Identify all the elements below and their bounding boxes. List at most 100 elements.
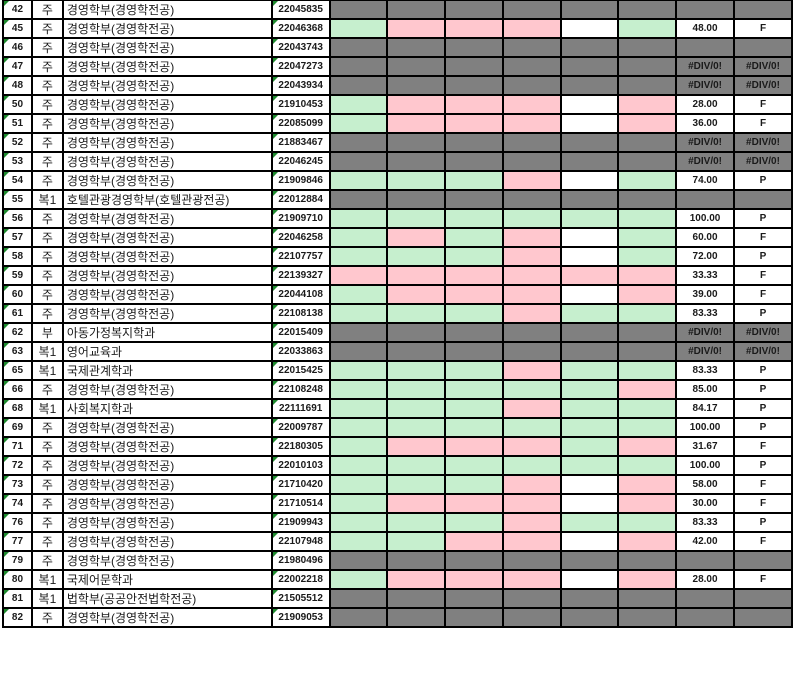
row-number-cell[interactable]: 69 xyxy=(2,417,33,438)
score-cell[interactable]: 42.00 xyxy=(675,531,735,552)
status-cell-4[interactable] xyxy=(501,607,562,628)
score-cell[interactable]: #DIV/0! xyxy=(675,56,735,77)
status-cell-2[interactable] xyxy=(386,284,447,305)
major-type-cell[interactable]: 주 xyxy=(30,113,64,134)
status-cell-3[interactable] xyxy=(444,170,504,191)
status-cell-5[interactable] xyxy=(559,170,620,191)
status-cell-4[interactable] xyxy=(501,474,562,495)
student-id-cell[interactable]: 21710420 xyxy=(270,474,331,495)
row-number-cell[interactable]: 65 xyxy=(2,360,33,381)
student-id-cell[interactable]: 22108138 xyxy=(270,303,331,324)
status-cell-2[interactable] xyxy=(386,227,447,248)
status-cell-1[interactable] xyxy=(328,75,389,96)
status-cell-6[interactable] xyxy=(617,569,678,590)
department-cell[interactable]: 경영학부(경영학전공) xyxy=(61,284,273,305)
status-cell-1[interactable] xyxy=(328,436,389,457)
row-number-cell[interactable]: 73 xyxy=(2,474,33,495)
status-cell-3[interactable] xyxy=(444,0,504,20)
status-cell-5[interactable] xyxy=(559,189,620,210)
grade-cell[interactable]: F xyxy=(733,474,793,495)
major-type-cell[interactable]: 주 xyxy=(30,246,64,267)
status-cell-5[interactable] xyxy=(559,113,620,134)
major-type-cell[interactable]: 주 xyxy=(30,37,64,58)
status-cell-4[interactable] xyxy=(501,455,562,476)
status-cell-4[interactable] xyxy=(501,436,562,457)
status-cell-3[interactable] xyxy=(444,607,504,628)
student-id-cell[interactable]: 22111691 xyxy=(270,398,331,419)
department-cell[interactable]: 경영학부(경영학전공) xyxy=(61,0,273,20)
status-cell-5[interactable] xyxy=(559,322,620,343)
major-type-cell[interactable]: 주 xyxy=(30,151,64,172)
grade-cell[interactable]: P xyxy=(733,208,793,229)
status-cell-6[interactable] xyxy=(617,189,678,210)
major-type-cell[interactable]: 주 xyxy=(30,227,64,248)
row-number-cell[interactable]: 76 xyxy=(2,512,33,533)
grade-cell[interactable]: P xyxy=(733,303,793,324)
student-id-cell[interactable]: 21909053 xyxy=(270,607,331,628)
department-cell[interactable]: 경영학부(경영학전공) xyxy=(61,531,273,552)
status-cell-2[interactable] xyxy=(386,341,447,362)
grade-cell[interactable]: F xyxy=(733,284,793,305)
major-type-cell[interactable]: 주 xyxy=(30,303,64,324)
score-cell[interactable]: 74.00 xyxy=(675,170,735,191)
status-cell-3[interactable] xyxy=(444,189,504,210)
row-number-cell[interactable]: 42 xyxy=(2,0,33,20)
status-cell-6[interactable] xyxy=(617,113,678,134)
status-cell-4[interactable] xyxy=(501,189,562,210)
status-cell-3[interactable] xyxy=(444,246,504,267)
row-number-cell[interactable]: 61 xyxy=(2,303,33,324)
department-cell[interactable]: 경영학부(경영학전공) xyxy=(61,170,273,191)
status-cell-6[interactable] xyxy=(617,550,678,571)
status-cell-1[interactable] xyxy=(328,170,389,191)
score-cell[interactable]: 83.33 xyxy=(675,512,735,533)
status-cell-1[interactable] xyxy=(328,493,389,514)
department-cell[interactable]: 경영학부(경영학전공) xyxy=(61,303,273,324)
department-cell[interactable]: 국제관계학과 xyxy=(61,360,273,381)
score-cell[interactable]: 60.00 xyxy=(675,227,735,248)
status-cell-3[interactable] xyxy=(444,132,504,153)
status-cell-4[interactable] xyxy=(501,170,562,191)
status-cell-5[interactable] xyxy=(559,436,620,457)
status-cell-5[interactable] xyxy=(559,37,620,58)
status-cell-4[interactable] xyxy=(501,303,562,324)
major-type-cell[interactable]: 주 xyxy=(30,56,64,77)
status-cell-4[interactable] xyxy=(501,246,562,267)
status-cell-5[interactable] xyxy=(559,360,620,381)
score-cell[interactable]: 48.00 xyxy=(675,18,735,39)
score-cell[interactable]: 72.00 xyxy=(675,246,735,267)
row-number-cell[interactable]: 72 xyxy=(2,455,33,476)
status-cell-1[interactable] xyxy=(328,208,389,229)
status-cell-5[interactable] xyxy=(559,607,620,628)
status-cell-4[interactable] xyxy=(501,113,562,134)
major-type-cell[interactable]: 주 xyxy=(30,379,64,400)
row-number-cell[interactable]: 74 xyxy=(2,493,33,514)
status-cell-2[interactable] xyxy=(386,436,447,457)
status-cell-5[interactable] xyxy=(559,474,620,495)
row-number-cell[interactable]: 55 xyxy=(2,189,33,210)
grade-cell[interactable]: F xyxy=(733,113,793,134)
student-id-cell[interactable]: 21883467 xyxy=(270,132,331,153)
major-type-cell[interactable]: 주 xyxy=(30,474,64,495)
status-cell-6[interactable] xyxy=(617,474,678,495)
row-number-cell[interactable]: 48 xyxy=(2,75,33,96)
row-number-cell[interactable]: 45 xyxy=(2,18,33,39)
major-type-cell[interactable]: 주 xyxy=(30,284,64,305)
status-cell-2[interactable] xyxy=(386,360,447,381)
status-cell-6[interactable] xyxy=(617,607,678,628)
status-cell-4[interactable] xyxy=(501,322,562,343)
student-id-cell[interactable]: 22015425 xyxy=(270,360,331,381)
department-cell[interactable]: 경영학부(경영학전공) xyxy=(61,550,273,571)
student-id-cell[interactable]: 22044108 xyxy=(270,284,331,305)
status-cell-2[interactable] xyxy=(386,94,447,115)
status-cell-2[interactable] xyxy=(386,417,447,438)
status-cell-4[interactable] xyxy=(501,341,562,362)
department-cell[interactable]: 경영학부(경영학전공) xyxy=(61,246,273,267)
status-cell-2[interactable] xyxy=(386,246,447,267)
grade-cell[interactable]: P xyxy=(733,246,793,267)
row-number-cell[interactable]: 53 xyxy=(2,151,33,172)
major-type-cell[interactable]: 주 xyxy=(30,75,64,96)
status-cell-5[interactable] xyxy=(559,18,620,39)
status-cell-3[interactable] xyxy=(444,75,504,96)
status-cell-4[interactable] xyxy=(501,208,562,229)
student-id-cell[interactable]: 21909710 xyxy=(270,208,331,229)
